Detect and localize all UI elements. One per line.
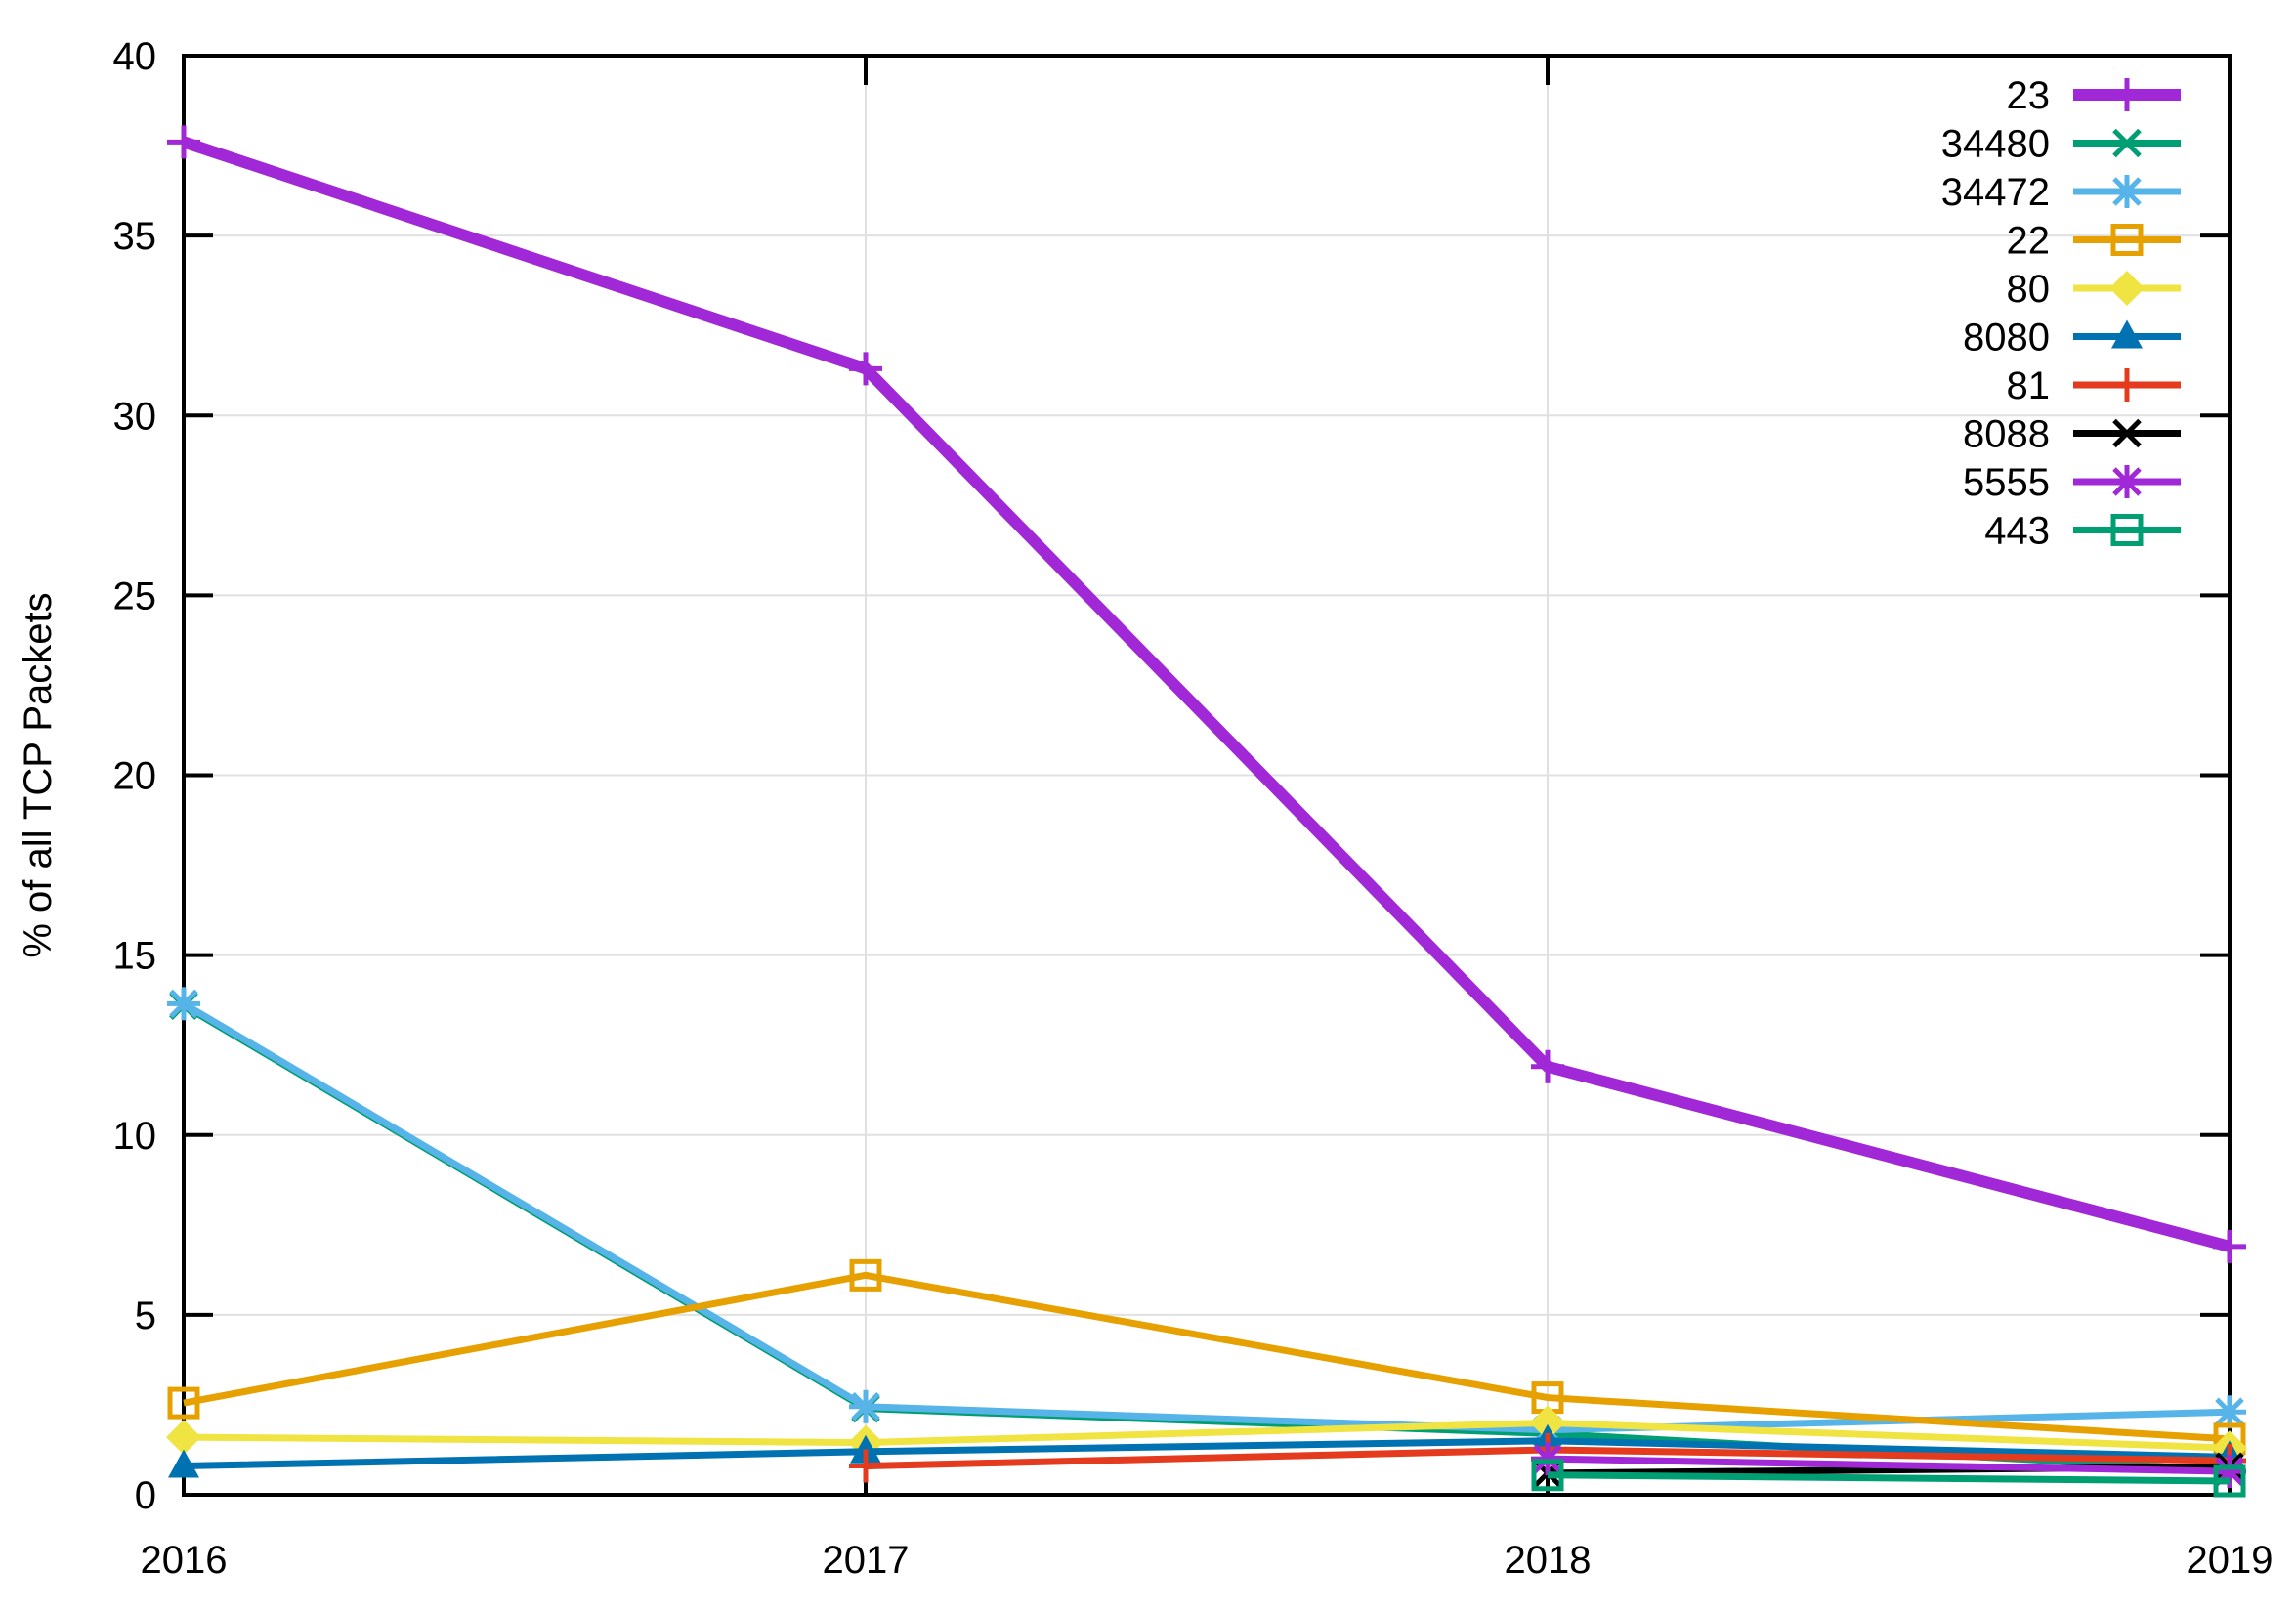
series-marker-34472 [169,989,198,1019]
series-marker-80 [1530,1405,1565,1441]
legend-label-5555: 5555 [1963,461,2050,504]
legend-label-443: 443 [1984,510,2050,553]
legend-label-8088: 8088 [1963,413,2050,456]
series-marker-34472 [2215,1397,2244,1427]
series-marker-22 [849,1258,882,1292]
series-marker-443 [2213,1464,2246,1498]
legend-marker-34472 [2112,177,2142,206]
series-marker-443 [1531,1459,1564,1492]
legend-label-23: 23 [2007,74,2051,117]
legend-marker-34480 [2112,128,2142,158]
x-tick-label: 2017 [823,1539,910,1582]
series-line-34472 [182,1000,2231,1434]
legend-marker-22 [2110,224,2144,256]
series-line-34480 [182,1002,2231,1474]
series-marker-8080 [850,1434,881,1464]
legend-label-8080: 8080 [1963,317,2050,360]
x-tick-label: 2019 [2187,1539,2274,1582]
series-line-5555 [1547,1455,2231,1475]
x-tick-label: 2018 [1505,1539,1592,1582]
legend-label-22: 22 [2007,220,2051,263]
legend-marker-8088 [2112,418,2142,448]
series-marker-22 [167,1386,200,1420]
legend-marker-5555 [2112,467,2142,496]
legend-label-34472: 34472 [1941,171,2050,214]
y-axis-label: % of all TCP Packets [17,592,60,957]
legend-label-34480: 34480 [1941,123,2050,166]
legend-marker-80 [2109,271,2145,306]
series-line-8080 [183,1437,2231,1470]
y-tick-label: 35 [113,215,157,258]
series-line-22 [183,1271,2231,1443]
series-line-80 [183,1419,2231,1452]
series-marker-8080 [168,1449,199,1478]
y-tick-label: 40 [113,35,157,78]
legend-marker-8080 [2111,319,2143,349]
series-marker-34472 [851,1392,880,1421]
series-line-443 [1547,1471,2231,1485]
y-tick-label: 5 [135,1294,156,1337]
y-tick-label: 0 [135,1474,156,1517]
legend-label-81: 81 [2007,364,2051,407]
legend-marker-443 [2110,514,2144,546]
series-marker-5555 [1533,1444,1562,1473]
y-tick-label: 20 [113,755,157,798]
y-tick-label: 10 [113,1115,157,1158]
legend-label-80: 80 [2007,268,2051,311]
y-tick-label: 25 [113,574,157,617]
x-tick-label: 2016 [141,1539,228,1582]
y-tick-label: 30 [113,395,157,438]
series-marker-80 [166,1420,201,1456]
y-tick-label: 15 [113,935,157,978]
plot-border [182,54,2232,1497]
series-line-23 [182,136,2232,1252]
